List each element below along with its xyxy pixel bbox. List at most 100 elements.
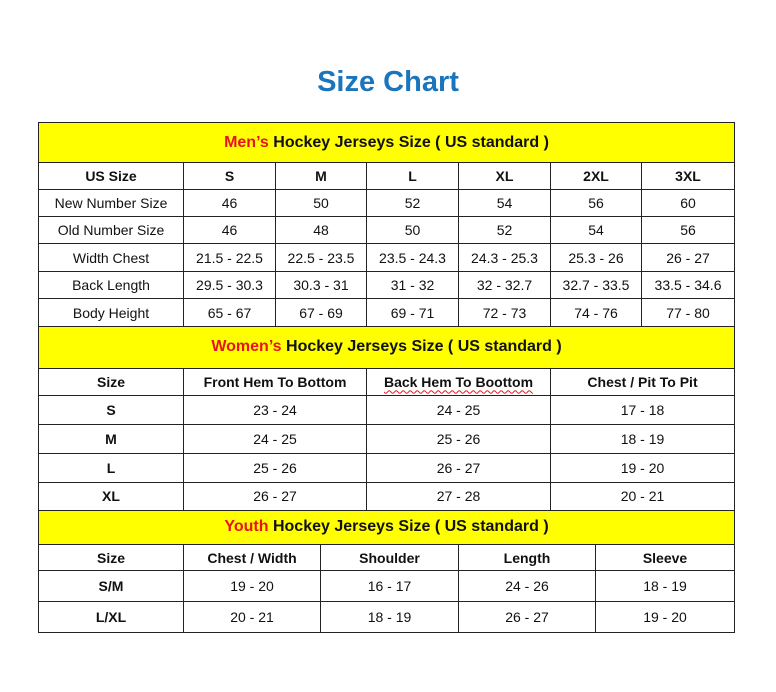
table-cell: 26 - 27 xyxy=(366,452,551,483)
column-header: 2XL xyxy=(550,162,642,190)
womens-heading: Women’s Hockey Jerseys Size ( US standar… xyxy=(37,327,736,369)
mens-label: Men’s xyxy=(224,133,269,151)
table-cell: 24.3 - 25.3 xyxy=(458,243,551,272)
column-header-text: US Size xyxy=(85,168,137,184)
table-cell: 69 - 71 xyxy=(366,298,459,327)
table-cell: 18 - 19 xyxy=(594,570,736,602)
row-label: Width Chest xyxy=(38,243,184,272)
table-cell: 33.5 - 34.6 xyxy=(640,271,736,299)
column-header: US Size xyxy=(38,162,184,190)
table-cell: 24 - 26 xyxy=(458,570,596,602)
table-cell: 19 - 20 xyxy=(549,452,736,483)
table-cell: 19 - 20 xyxy=(594,601,736,633)
column-header: Shoulder xyxy=(320,544,459,571)
column-header-text: Back Hem To Boottom xyxy=(383,373,534,390)
table-cell: 54 xyxy=(458,189,551,217)
table-row: New Number Size 46 50 52 54 56 60 xyxy=(38,189,736,217)
table-row: L/XL 20 - 21 18 - 19 26 - 27 19 - 20 xyxy=(38,601,736,633)
table-cell: 50 xyxy=(275,189,367,217)
row-label: Back Length xyxy=(38,271,184,299)
table-cell: 46 xyxy=(183,189,276,217)
table-cell: 32 - 32.7 xyxy=(458,271,551,299)
table-cell: 56 xyxy=(550,189,642,217)
table-cell: 32.7 - 33.5 xyxy=(550,271,642,299)
table-cell: 18 - 19 xyxy=(549,423,736,454)
column-header: XL xyxy=(458,162,551,190)
table-cell: 67 - 69 xyxy=(275,298,367,327)
column-header-text: Shoulder xyxy=(359,549,420,566)
table-cell: 52 xyxy=(366,189,459,217)
table-cell: 25.3 - 26 xyxy=(550,243,642,272)
column-header-text: 2XL xyxy=(583,168,609,184)
column-header-text: Chest / Width xyxy=(207,549,297,566)
table-cell: 26 - 27 xyxy=(640,243,736,272)
column-header: Chest / Width xyxy=(183,544,321,571)
womens-label: Women’s xyxy=(211,338,282,356)
table-cell: 72 - 73 xyxy=(458,298,551,327)
column-header-text: Size xyxy=(96,373,125,390)
column-header: Sleeve xyxy=(594,544,736,571)
row-label: Body Height xyxy=(38,298,184,327)
table-cell: 22.5 - 23.5 xyxy=(275,243,367,272)
column-header: S xyxy=(183,162,276,190)
row-label: Old Number Size xyxy=(38,216,184,244)
youth-label: Youth xyxy=(224,518,269,536)
table-row: Old Number Size 46 48 50 52 54 56 xyxy=(38,216,736,244)
column-header-text: 3XL xyxy=(675,168,701,184)
column-header: Front Hem To Bottom xyxy=(183,367,367,396)
column-header-text: Size xyxy=(96,549,125,566)
table-cell: 74 - 76 xyxy=(550,298,642,327)
table-cell: 54 xyxy=(550,216,642,244)
table-cell: 46 xyxy=(183,216,276,244)
table-cell: 77 - 80 xyxy=(640,298,736,327)
row-label: L/XL xyxy=(38,601,184,633)
mens-heading: Men’s Hockey Jerseys Size ( US standard … xyxy=(37,122,736,163)
table-cell: 65 - 67 xyxy=(183,298,276,327)
table-row: S 23 - 24 24 - 25 17 - 18 xyxy=(38,394,736,425)
table-cell: 17 - 18 xyxy=(549,394,736,425)
column-header-text: L xyxy=(408,168,417,184)
table-cell: 19 - 20 xyxy=(183,570,321,602)
table-cell: 23.5 - 24.3 xyxy=(366,243,459,272)
column-header: L xyxy=(366,162,459,190)
heading-text: Hockey Jerseys Size ( US standard ) xyxy=(268,133,549,151)
table-cell: 23 - 24 xyxy=(183,394,367,425)
table-row: Back Length 29.5 - 30.3 30.3 - 31 31 - 32 32… xyxy=(38,271,736,299)
column-header: Size xyxy=(38,544,184,571)
table-row: Body Height 65 - 67 67 - 69 69 - 71 72 - 73 7… xyxy=(38,298,736,327)
page-title: Size Chart xyxy=(317,66,459,98)
table-cell: 30.3 - 31 xyxy=(275,271,367,299)
column-header-text: XL xyxy=(495,168,514,184)
row-label: M xyxy=(38,423,184,454)
table-cell: 60 xyxy=(640,189,736,217)
table-cell: 16 - 17 xyxy=(320,570,459,602)
table-cell: 25 - 26 xyxy=(366,423,551,454)
table-row: XL 26 - 27 27 - 28 20 - 21 xyxy=(38,481,736,511)
table-cell: 52 xyxy=(458,216,551,244)
table-cell: 27 - 28 xyxy=(366,481,551,511)
column-header-text: Front Hem To Bottom xyxy=(203,373,347,390)
table-row: M 24 - 25 25 - 26 18 - 19 xyxy=(38,423,736,454)
row-label: S xyxy=(38,394,184,425)
column-header: 3XL xyxy=(640,162,736,190)
table-cell: 26 - 27 xyxy=(458,601,596,633)
table-cell: 21.5 - 22.5 xyxy=(183,243,276,272)
row-label: New Number Size xyxy=(38,189,184,217)
table-cell: 48 xyxy=(275,216,367,244)
column-header: Back Hem To Boottom xyxy=(366,367,551,396)
table-cell: 20 - 21 xyxy=(549,481,736,511)
table-row: S/M 19 - 20 16 - 17 24 - 26 18 - 19 xyxy=(38,570,736,602)
column-header-text: Chest / Pit To Pit xyxy=(587,373,698,390)
column-header: Size xyxy=(38,367,184,396)
table-cell: 20 - 21 xyxy=(183,601,321,633)
table-cell: 29.5 - 30.3 xyxy=(183,271,276,299)
row-label: XL xyxy=(38,481,184,511)
table-cell: 24 - 25 xyxy=(366,394,551,425)
youth-heading: Youth Hockey Jerseys Size ( US standard … xyxy=(37,510,736,545)
column-header-text: Sleeve xyxy=(642,549,688,566)
size-chart: Men’s Hockey Jerseys Size ( US standard … xyxy=(37,122,736,633)
column-header: M xyxy=(275,162,367,190)
table-cell: 56 xyxy=(640,216,736,244)
heading-text: Hockey Jerseys Size ( US standard ) xyxy=(268,518,549,536)
table-row: Width Chest 21.5 - 22.5 22.5 - 23.5 23.5 - … xyxy=(38,243,736,272)
